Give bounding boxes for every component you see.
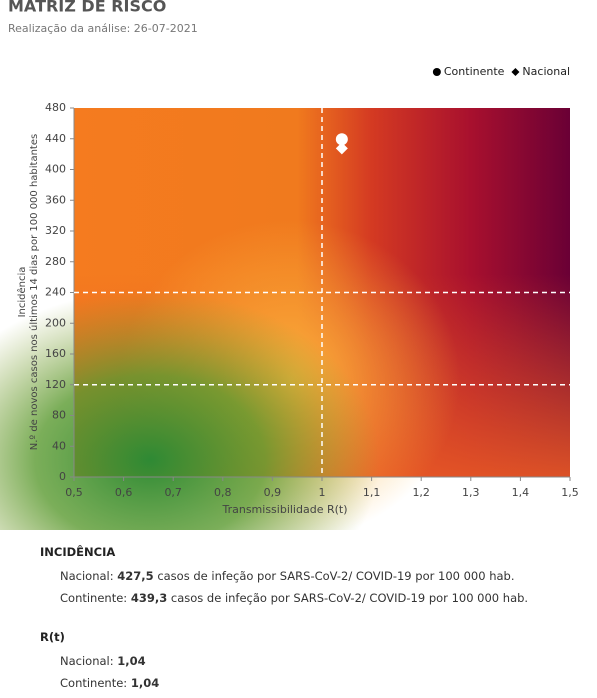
y-tick-label: 160 — [45, 347, 66, 360]
label: Continente: — [60, 591, 128, 605]
value: 1,04 — [117, 654, 146, 668]
row: Nacional: 1,04 — [60, 654, 159, 668]
y-tick-label: 200 — [45, 316, 66, 329]
text: casos de infeção por SARS-CoV-2/ COVID-1… — [170, 591, 529, 605]
label: Continente: — [60, 676, 128, 690]
title: MATRIZ DE RISCO — [8, 0, 166, 16]
heatmap — [0, 290, 380, 530]
legend-label: Continente — [444, 65, 505, 78]
value: 439,3 — [130, 591, 168, 605]
row: Continente: 1,04 — [60, 676, 159, 690]
value: 427,5 — [117, 569, 154, 583]
legend-label: Nacional — [522, 65, 570, 78]
x-tick-label: 0,9 — [264, 486, 282, 499]
x-tick-label: 1,5 — [561, 486, 579, 499]
row: Continente: 439,3 casos de infeção por S… — [60, 591, 528, 605]
y-tick-label: 440 — [45, 132, 66, 145]
y-tick-label: 120 — [45, 378, 66, 391]
x-tick-label: 0,6 — [115, 486, 133, 499]
legend-marker — [511, 68, 520, 76]
label: Nacional: — [60, 654, 114, 668]
y-tick-label: 240 — [45, 286, 66, 299]
text: casos de infeção por SARS-CoV-2/ COVID-1… — [157, 569, 515, 583]
x-tick-label: 1 — [319, 486, 326, 499]
y-tick-label: 320 — [45, 224, 66, 237]
y-tick-label: 80 — [52, 409, 66, 422]
y-axis-label: Incidência — [16, 267, 28, 318]
y-tick-label: 400 — [45, 163, 66, 176]
x-tick-label: 1,1 — [363, 486, 381, 499]
value: 1,04 — [130, 676, 160, 690]
y-tick-label: 0 — [59, 470, 66, 483]
heading: R(t) — [40, 630, 65, 644]
plot-area — [0, 108, 570, 530]
x-tick-label: 0,5 — [65, 486, 83, 499]
x-tick-label: 1,3 — [462, 486, 480, 499]
y-tick-label: 480 — [45, 101, 66, 114]
chart: MATRIZ DE RISCO Realização da análise: 2… — [0, 0, 579, 530]
x-axis-label: Transmissibilidade R(t) — [221, 503, 347, 516]
x-tick-label: 1,2 — [412, 486, 430, 499]
point — [335, 133, 348, 146]
rt-section: R(t) Nacional: 1,04 Continente: 1,04 — [40, 630, 159, 698]
label: Nacional: — [60, 569, 114, 583]
y-tick-label: 40 — [52, 439, 66, 452]
heading: INCIDÊNCIA — [40, 545, 116, 559]
legend-marker — [432, 68, 441, 76]
y-tick-label: 360 — [45, 193, 66, 206]
point — [335, 142, 348, 155]
y-axis-label: N.º de novos casos nos últimos 14 dias p… — [28, 134, 40, 450]
row: Nacional: 427,5 casos de infeção por SAR… — [60, 569, 528, 583]
x-tick-label: 0,7 — [164, 486, 182, 499]
subtitle: Realização da análise: 26-07-2021 — [8, 22, 198, 35]
y-tick-label: 280 — [45, 255, 66, 268]
x-tick-label: 0,8 — [214, 486, 232, 499]
incidence-section: INCIDÊNCIA Nacional: 427,5 casos de infe… — [40, 545, 528, 613]
x-tick-label: 1,4 — [512, 486, 530, 499]
